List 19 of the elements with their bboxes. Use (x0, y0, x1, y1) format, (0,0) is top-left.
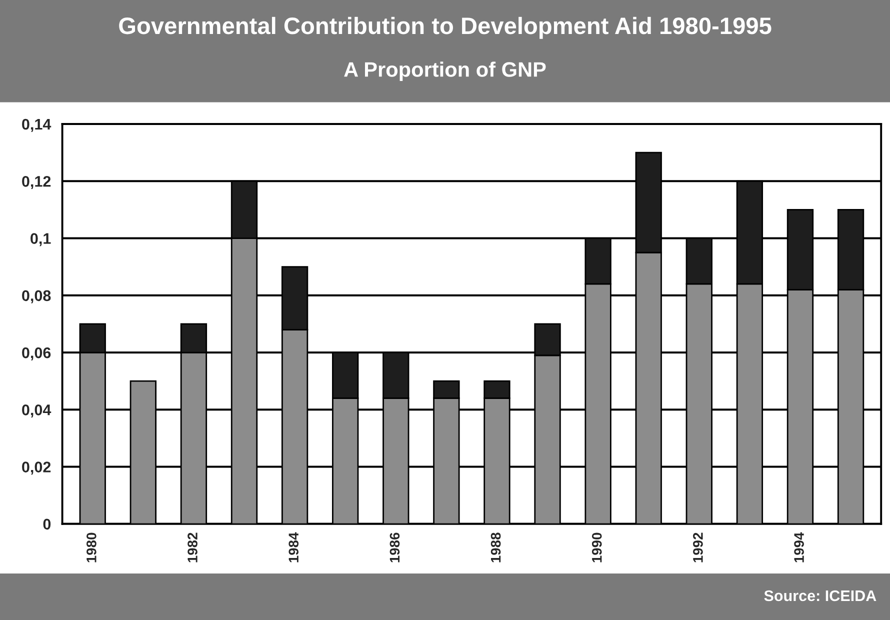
x-tick-label: 1988 (490, 532, 501, 562)
x-tick-label: 1982 (188, 532, 198, 562)
y-tick-label: 0,04 (22, 404, 52, 418)
x-tick-label: 1986 (390, 532, 400, 562)
chart-title: Governmental Contribution to Development Aid 1980-1995 (119, 16, 772, 39)
source-note: Source: ICEIDA (764, 590, 876, 602)
y-tick-label: 0,12 (22, 176, 51, 190)
x-tick-label: 1984 (288, 532, 299, 562)
y-tick-label: 0 (43, 518, 51, 530)
y-tick-label: 0,02 (22, 462, 51, 475)
y-tick-label: 0,06 (22, 347, 51, 360)
x-tick-label: 1994 (794, 532, 804, 562)
x-tick-label: 1990 (592, 532, 602, 562)
x-tick-label: 1980 (86, 532, 96, 562)
chart-subtitle: A Proportion of GNP (344, 62, 546, 82)
x-tick-label: 1992 (693, 532, 703, 562)
y-tick-label: 0,08 (22, 290, 51, 304)
y-tick-label: 0,14 (22, 118, 52, 132)
y-tick-label: 0,1 (30, 233, 51, 246)
